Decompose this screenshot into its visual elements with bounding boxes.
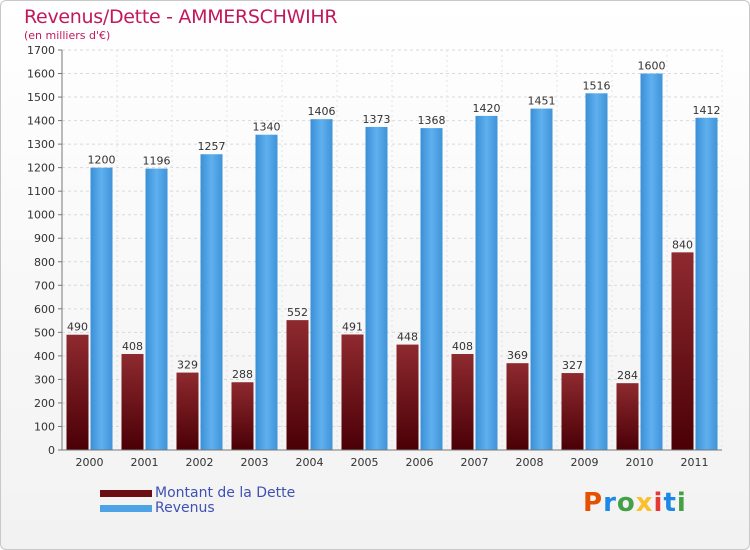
data-label-revenue-2006: 1368	[418, 114, 446, 127]
bar-revenue-2004	[310, 119, 333, 451]
bar-debt-2000	[66, 334, 89, 450]
bar-revenue-2008	[530, 108, 553, 451]
data-label-debt-2009: 327	[562, 359, 583, 372]
chart-title: Revenus/Dette - AMMERSCHWIHR	[24, 6, 338, 28]
y-tick-label: 300	[34, 373, 55, 386]
x-tick-label-2007: 2007	[461, 456, 489, 469]
data-label-revenue-2005: 1373	[363, 113, 391, 126]
data-label-revenue-2009: 1516	[583, 79, 611, 92]
logo-letter: i	[653, 488, 664, 518]
data-label-debt-2006: 448	[397, 331, 418, 344]
data-label-revenue-2004: 1406	[308, 105, 336, 118]
bar-revenue-2001	[145, 168, 168, 450]
data-label-debt-2003: 288	[232, 368, 253, 381]
logo-letter: r	[603, 488, 617, 518]
logo-letter: o	[616, 488, 636, 518]
legend-swatch-debt	[100, 490, 152, 497]
y-tick-label: 800	[34, 256, 55, 269]
data-label-debt-2008: 369	[507, 349, 528, 362]
y-tick-label: 0	[48, 444, 55, 457]
y-tick-label: 1300	[27, 138, 55, 151]
logo-letter: P	[583, 488, 604, 518]
y-tick-label: 1500	[27, 91, 55, 104]
bar-debt-2004	[286, 320, 309, 450]
x-tick-label-2002: 2002	[186, 456, 214, 469]
bar-revenue-2003	[255, 134, 278, 451]
bar-debt-2008	[506, 363, 529, 450]
x-tick-label-2005: 2005	[351, 456, 379, 469]
legend-label-revenue: Revenus	[155, 500, 215, 516]
data-label-debt-2001: 408	[122, 340, 143, 353]
bar-debt-2007	[451, 354, 474, 450]
data-label-revenue-2003: 1340	[253, 121, 281, 134]
data-label-debt-2000: 490	[67, 321, 88, 334]
bar-revenue-2009	[585, 93, 608, 450]
x-tick-label-2009: 2009	[571, 456, 599, 469]
y-tick-label: 1400	[27, 115, 55, 128]
chart-subtitle: (en milliers d'€)	[24, 29, 111, 42]
x-tick-label-2011: 2011	[681, 456, 709, 469]
bar-debt-2003	[231, 382, 254, 450]
x-tick-label-2010: 2010	[626, 456, 654, 469]
data-label-debt-2002: 329	[177, 359, 198, 372]
bar-revenue-2010	[640, 73, 663, 450]
y-tick-label: 400	[34, 350, 55, 363]
legend-swatch-revenue	[100, 505, 152, 512]
data-label-debt-2010: 284	[617, 369, 638, 382]
data-label-revenue-2000: 1200	[88, 154, 116, 167]
data-label-revenue-2011: 1412	[693, 104, 721, 117]
bar-debt-2006	[396, 344, 419, 450]
bar-chart: 490 1200 408 1196 329 1257 288 1340 552 1406 491 13…	[27, 44, 723, 469]
x-tick-label-2001: 2001	[131, 456, 159, 469]
data-label-debt-2011: 840	[672, 238, 693, 251]
proxiti-logo: Proxiti	[583, 488, 687, 518]
bar-debt-2009	[561, 373, 584, 450]
logo-letter: i	[676, 488, 687, 518]
x-tick-label-2004: 2004	[296, 456, 324, 469]
bar-revenue-2006	[420, 128, 443, 450]
data-label-debt-2007: 408	[452, 340, 473, 353]
y-tick-label: 200	[34, 397, 55, 410]
bar-revenue-2007	[475, 115, 498, 450]
y-tick-label: 900	[34, 232, 55, 245]
y-tick-label: 1600	[27, 68, 55, 81]
data-label-revenue-2001: 1196	[143, 155, 171, 168]
bar-revenue-2000	[90, 167, 113, 450]
bar-revenue-2011	[695, 117, 718, 450]
logo-letter: x	[635, 488, 654, 518]
data-label-revenue-2007: 1420	[473, 102, 501, 115]
bar-debt-2001	[121, 354, 144, 450]
data-label-debt-2005: 491	[342, 320, 363, 333]
data-label-revenue-2008: 1451	[528, 95, 556, 108]
y-tick-label: 1200	[27, 162, 55, 175]
y-tick-label: 1700	[27, 44, 55, 57]
y-tick-label: 700	[34, 279, 55, 292]
bar-revenue-2005	[365, 126, 388, 451]
y-tick-label: 100	[34, 420, 55, 433]
y-tick-label: 1100	[27, 185, 55, 198]
x-tick-label-2003: 2003	[241, 456, 269, 469]
legend-label-debt: Montant de la Dette	[155, 485, 296, 501]
data-label-debt-2004: 552	[287, 306, 308, 319]
data-label-revenue-2002: 1257	[198, 140, 226, 153]
bar-debt-2011	[671, 252, 694, 450]
logo-letter: t	[663, 488, 677, 518]
y-tick-label: 1000	[27, 209, 55, 222]
data-label-revenue-2010: 1600	[638, 60, 666, 73]
y-tick-label: 500	[34, 326, 55, 339]
x-tick-label-2008: 2008	[516, 456, 544, 469]
y-tick-label: 600	[34, 303, 55, 316]
bar-debt-2002	[176, 372, 199, 450]
bar-debt-2010	[616, 383, 639, 450]
x-tick-label-2006: 2006	[406, 456, 434, 469]
bar-revenue-2002	[200, 154, 223, 450]
x-tick-label-2000: 2000	[76, 456, 104, 469]
bar-debt-2005	[341, 334, 364, 450]
